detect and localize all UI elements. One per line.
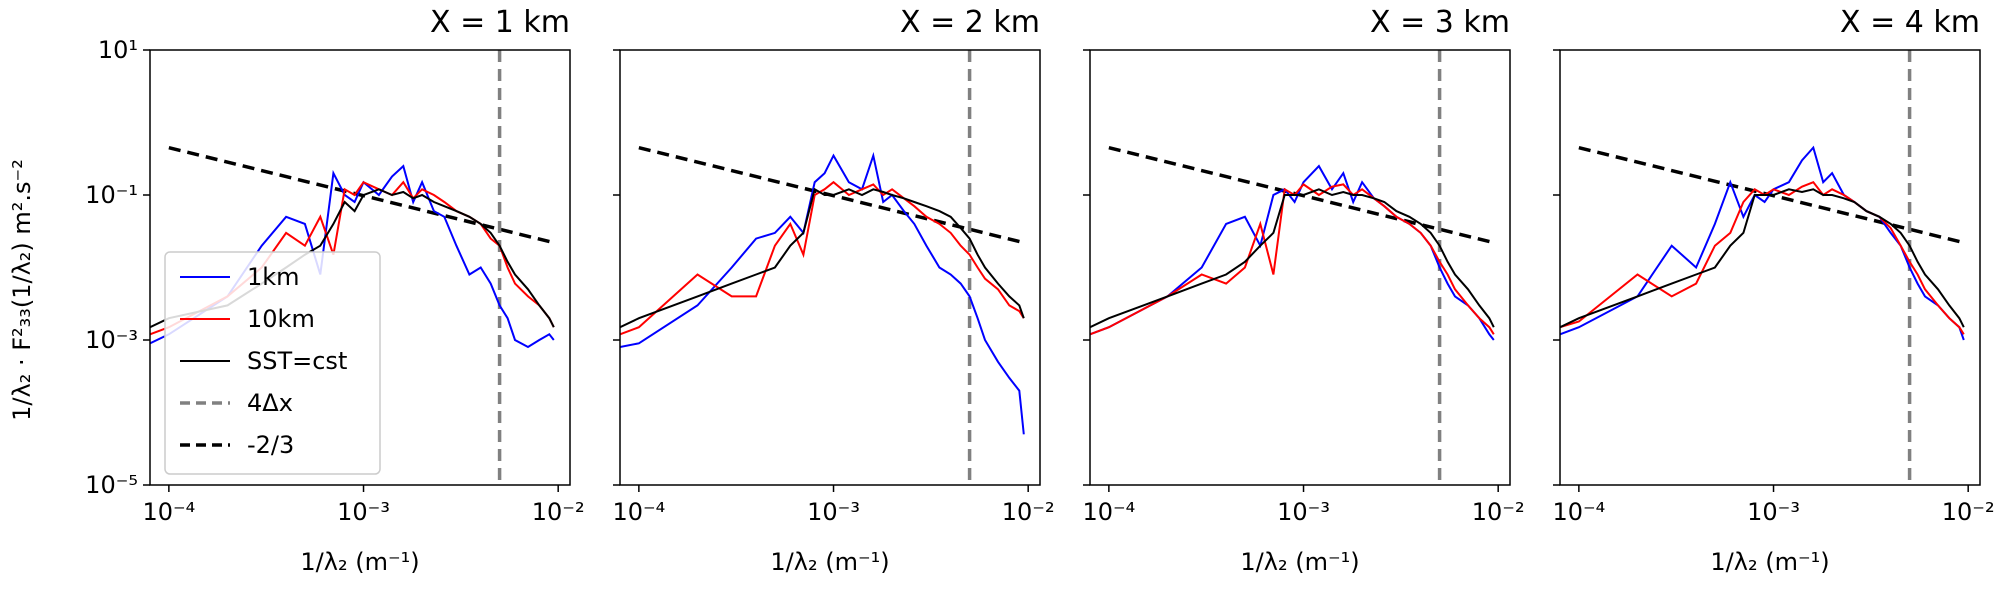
y-tick-label: 10⁻¹ (85, 181, 138, 209)
panel-title: X = 4 km (1840, 5, 1980, 40)
plot-frame (1089, 49, 1511, 486)
legend-label: 10km (247, 305, 315, 333)
x-tick-label: 10⁻² (1942, 498, 1995, 526)
series-sst-cst (1560, 188, 1965, 329)
panel-title: X = 1 km (430, 5, 570, 40)
panel-title: X = 2 km (900, 5, 1040, 40)
panel-1: X = 1 km 10⁻⁴ 10⁻³ 10⁻² 10¹ 10⁻¹ 10⁻³ 10⁻⁵ 1/λ₂ … (85, 5, 584, 576)
x-tick-label: 10⁻³ (337, 498, 390, 526)
x-tick-label: 10⁻⁴ (142, 498, 195, 526)
legend: 1km 10km SST=cst 4Δx -2/3 (164, 251, 381, 475)
x-tick-label: 10⁻³ (807, 498, 860, 526)
series-sst-cst (620, 187, 1025, 329)
plot-area (1090, 50, 1495, 485)
y-tick-label: 10¹ (98, 36, 138, 64)
plot-frame (1559, 49, 1981, 486)
plot-area (1560, 50, 1965, 485)
x-tick-label: 10⁻⁴ (1552, 498, 1605, 526)
legend-label: 1km (247, 263, 300, 291)
series-1km (1090, 164, 1495, 341)
x-axis-label: 1/λ₂ (m⁻¹) (1240, 548, 1359, 576)
x-axis-label: 1/λ₂ (m⁻¹) (770, 548, 889, 576)
x-tick-label: 10⁻⁴ (612, 498, 665, 526)
plot-frame (149, 49, 571, 486)
panels: X = 1 km 10⁻⁴ 10⁻³ 10⁻² 10¹ 10⁻¹ 10⁻³ 10⁻⁵ 1/λ₂ … (85, 5, 1994, 576)
panel-4: X = 4 km 10⁻⁴ 10⁻³ 10⁻² 1/λ₂ (m⁻¹) (1552, 5, 1994, 576)
slope-line (168, 145, 555, 245)
series-1km (620, 151, 1025, 435)
y-tick-label: 10⁻⁵ (85, 471, 138, 499)
x-tick-label: 10⁻² (1472, 498, 1525, 526)
y-axis-label-text: 1/λ₂ · F²₃₃(1/λ₂) m².s⁻² (8, 159, 36, 421)
series-sst-cst (1090, 188, 1495, 329)
x-axis-label: 1/λ₂ (m⁻¹) (300, 548, 419, 576)
series-10km (1090, 183, 1495, 336)
legend-label: -2/3 (247, 431, 294, 459)
plot-frame (619, 49, 1041, 486)
legend-label: 4Δx (247, 389, 293, 417)
y-tick-label: 10⁻³ (85, 326, 138, 354)
x-tick-label: 10⁻³ (1277, 498, 1330, 526)
series-10km (1560, 180, 1965, 335)
series-1km (150, 164, 555, 349)
x-axis-label: 1/λ₂ (m⁻¹) (1710, 548, 1829, 576)
x-tick-label: 10⁻⁴ (1082, 498, 1135, 526)
plot-area (620, 50, 1025, 485)
x-tick-label: 10⁻³ (1747, 498, 1800, 526)
panel-3: X = 3 km 10⁻⁴ 10⁻³ 10⁻² 1/λ₂ (m⁻¹) (1082, 5, 1524, 576)
legend-box (164, 251, 381, 475)
legend-label: SST=cst (247, 347, 347, 375)
x-tick-label: 10⁻² (1002, 498, 1055, 526)
panel-title: X = 3 km (1370, 5, 1510, 40)
x-tick-label: 10⁻² (532, 498, 585, 526)
panel-2: X = 2 km 10⁻⁴ 10⁻³ 10⁻² 1/λ₂ (m⁻¹) (612, 5, 1054, 576)
series-10km (620, 180, 1025, 336)
y-axis-label: 1/λ₂ · F²₃₃(1/λ₂) m².s⁻² (8, 159, 36, 421)
series-1km (1560, 145, 1965, 341)
